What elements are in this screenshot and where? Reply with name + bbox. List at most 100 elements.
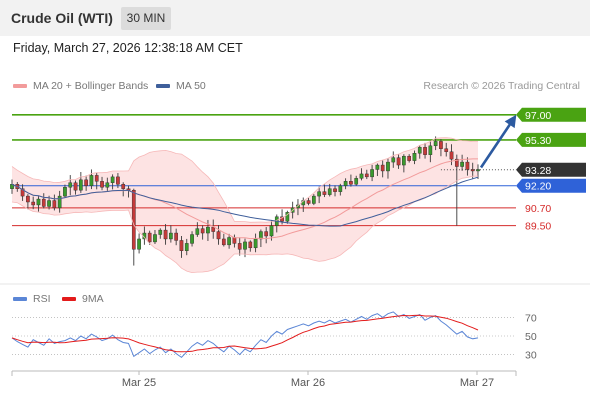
candle-body (476, 169, 480, 172)
timeframe-badge[interactable]: 30 MIN (121, 7, 171, 30)
candle-body (31, 201, 36, 206)
candle-body (349, 181, 353, 185)
forecast-arrow-head (504, 114, 517, 129)
candle-body (68, 182, 73, 188)
header-bar: Crude Oil (WTI) 30 MIN (0, 0, 590, 36)
candle-body (116, 176, 120, 185)
candle-body (444, 148, 449, 152)
x-tick-label: Mar 25 (122, 377, 156, 389)
candle-body (84, 179, 88, 186)
rsi-panel: 70 50 30 (11, 311, 537, 362)
forecast-arrow-shaft (479, 119, 515, 169)
candle-body (322, 191, 327, 195)
candle-body (412, 153, 417, 161)
candle-body (259, 231, 263, 240)
candle-body (52, 200, 57, 209)
credit-text: Research © 2026 Trading Central (423, 80, 580, 92)
candle-body (311, 195, 316, 204)
candle-body (10, 184, 14, 189)
bollinger-upper-line (11, 137, 478, 223)
ma50-label: MA 50 (176, 80, 206, 92)
candle-body (232, 237, 237, 244)
candle-body (433, 141, 438, 147)
candle-body (195, 228, 200, 235)
candle-body (47, 200, 51, 207)
candle-body (359, 173, 364, 179)
candle-body (396, 157, 401, 166)
candle-body (460, 161, 464, 167)
price-levels (12, 113, 516, 227)
candle-body (163, 229, 168, 240)
legend-bollinger: MA 20 + Bollinger Bands (13, 80, 148, 92)
level-label: 89.50 (525, 221, 551, 233)
legend-rsi: RSI (13, 293, 51, 305)
level-tag-text: 92.20 (525, 181, 551, 193)
candle-body (184, 243, 189, 251)
candle-body (73, 182, 78, 191)
candle-body (216, 231, 221, 240)
candle-body (179, 240, 184, 251)
level-tag: 97.00 (516, 107, 586, 122)
rsi-tick-label: 70 (525, 312, 537, 324)
candle-body (237, 243, 242, 250)
candle-body (100, 181, 104, 188)
candle-body (380, 164, 385, 172)
candle-body (200, 228, 205, 234)
level-tag-text: 95.30 (525, 135, 551, 147)
candle-body (375, 164, 380, 170)
candle-body (158, 229, 163, 235)
candle-body (386, 161, 390, 172)
candle-body (439, 141, 443, 149)
candle-body (327, 188, 332, 195)
candle-body (147, 232, 152, 243)
candle-body (364, 173, 369, 178)
candles (10, 136, 480, 266)
ma50-line (11, 176, 479, 227)
level-label: 90.70 (525, 203, 551, 215)
candle-body (41, 198, 46, 207)
candle-body (449, 151, 454, 160)
candle-body (110, 176, 115, 183)
rsi-line (11, 311, 479, 359)
candle-body (206, 226, 210, 234)
rsi-swatch (13, 297, 27, 301)
candle-body (269, 225, 274, 237)
candle-body (253, 238, 258, 249)
candle-body (221, 238, 226, 246)
candle-body (20, 188, 25, 197)
forecast-arrow (479, 114, 517, 169)
x-tick-label: Mar 26 (291, 377, 325, 389)
bollinger-swatch (13, 84, 27, 88)
level-tag-bg (516, 132, 586, 147)
candle-body (454, 158, 459, 167)
candle-body (338, 185, 343, 192)
candle-body (121, 184, 126, 189)
candle-body (354, 178, 359, 185)
candle-body (57, 195, 62, 209)
level-tag-bg (516, 162, 586, 177)
candle-body (89, 175, 94, 186)
bollinger-label: MA 20 + Bollinger Bands (33, 80, 149, 92)
x-tick-label: Mar 27 (460, 377, 494, 389)
rsi-tick-label: 50 (525, 331, 537, 343)
candle-body (296, 204, 300, 209)
candle-body (470, 169, 475, 172)
candle-body (105, 182, 110, 188)
candle-body (243, 241, 247, 250)
rsi-9ma-line (11, 314, 479, 353)
moving-averages (11, 137, 479, 274)
candle-body (248, 241, 253, 249)
level-labels: 97.00 95.30 93.28 92.20 90.70 89.50 (516, 107, 586, 233)
x-axis: Mar 25 Mar 26 Mar 27 (11, 370, 517, 389)
level-tag-bg (516, 107, 586, 122)
level-tag: 95.30 (516, 132, 586, 147)
candle-body (153, 234, 157, 243)
candle-body (36, 198, 41, 206)
candle-body (370, 169, 374, 178)
candle-body (137, 238, 141, 250)
candle-body (169, 232, 173, 240)
candle-body (423, 147, 427, 155)
ma50-swatch (156, 84, 170, 88)
candle-body (227, 237, 231, 246)
